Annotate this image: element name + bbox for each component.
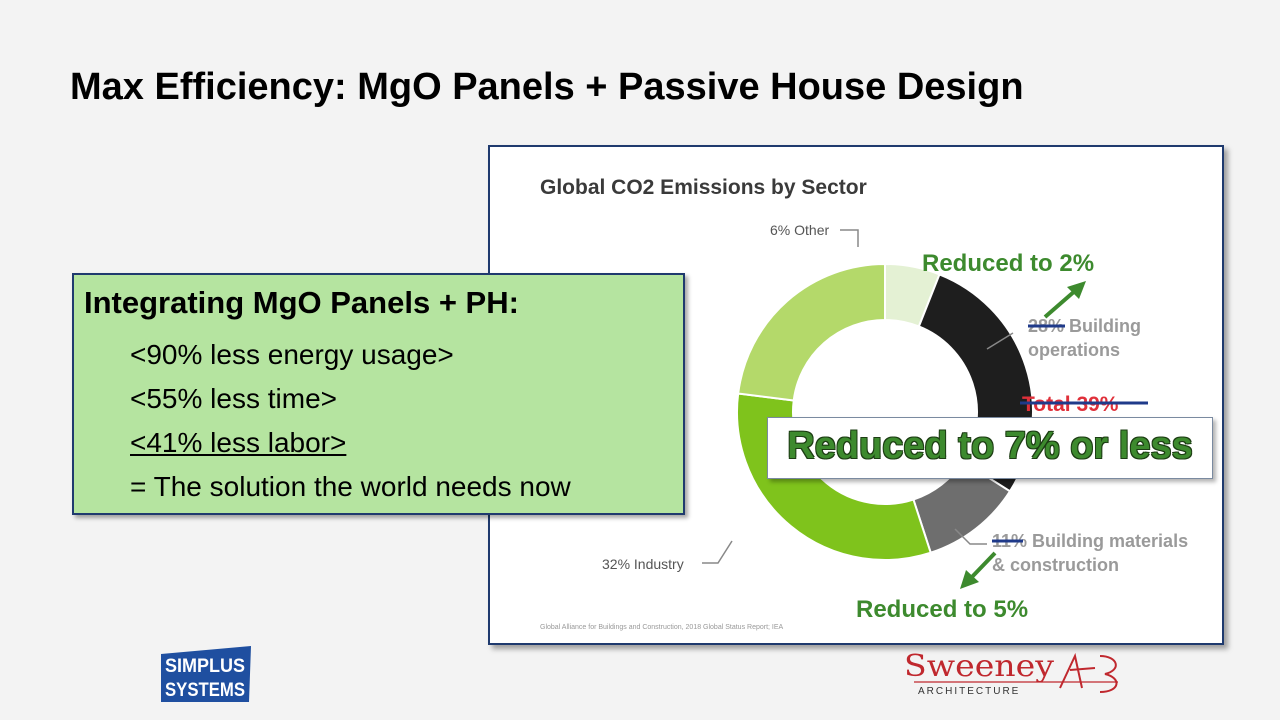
donut-slices: [736, 262, 1034, 561]
annotation-operations: Reduced to 2%: [922, 250, 1094, 277]
callout-text: Reduced to 7% or less: [787, 425, 1193, 467]
label-industry: 32% Industry: [602, 556, 684, 572]
highlight-line-time: <55% less time>: [130, 383, 337, 414]
logo-left-line2: SYSTEMS: [165, 680, 245, 701]
slice-transport: [737, 262, 886, 402]
leader-materials: [954, 528, 987, 545]
highlight-line-energy: <90% less energy usage>: [130, 339, 454, 370]
label-materials-rest: Building materials: [1027, 531, 1188, 551]
logo-right-sub: ARCHITECTURE: [918, 686, 1020, 697]
highlight-line-solution: = The solution the world needs now: [130, 471, 571, 502]
label-operations: 28% Building: [1028, 316, 1141, 336]
chart-card: Global CO2 Emissions by Sector 6% Other …: [488, 145, 1224, 645]
logo-right-monogram: [1059, 652, 1118, 693]
slide-title: Max Efficiency: MgO Panels + Passive Hou…: [70, 66, 1024, 108]
logo-right-name: Sweeney: [904, 649, 1054, 684]
leader-operations: [986, 332, 1014, 350]
arrow-down-icon: [960, 570, 979, 589]
label-materials-line2: & construction: [992, 555, 1119, 575]
logo-left-line1: SIMPLUS: [165, 656, 245, 677]
arrow-materials-shaft: [968, 551, 997, 581]
simplus-systems-logo: SIMPLUS SYSTEMS: [161, 646, 251, 702]
callout-box: Reduced to 7% or less: [767, 417, 1213, 479]
leader-other: [840, 229, 859, 247]
chart-title: Global CO2 Emissions by Sector: [540, 176, 867, 199]
arrow-operations-shaft: [1043, 288, 1078, 319]
label-other: 6% Other: [770, 222, 829, 238]
leader-industry: [702, 540, 733, 564]
label-operations-rest: Building: [1064, 316, 1141, 336]
arrow-up-icon: [1067, 281, 1086, 299]
highlight-box: Integrating MgO Panels + PH: <90% less e…: [72, 273, 685, 515]
highlight-heading: Integrating MgO Panels + PH:: [84, 285, 519, 320]
label-operations-line2: operations: [1028, 340, 1120, 360]
sweeney-architecture-logo: Sweeney ARCHITECTURE: [904, 649, 1118, 697]
logo-left-background: [161, 646, 251, 702]
annotation-materials: Reduced to 5%: [856, 596, 1028, 623]
highlight-line-labor: <41% less labor>: [130, 427, 347, 458]
chart-source: Global Alliance for Buildings and Constr…: [540, 624, 784, 631]
